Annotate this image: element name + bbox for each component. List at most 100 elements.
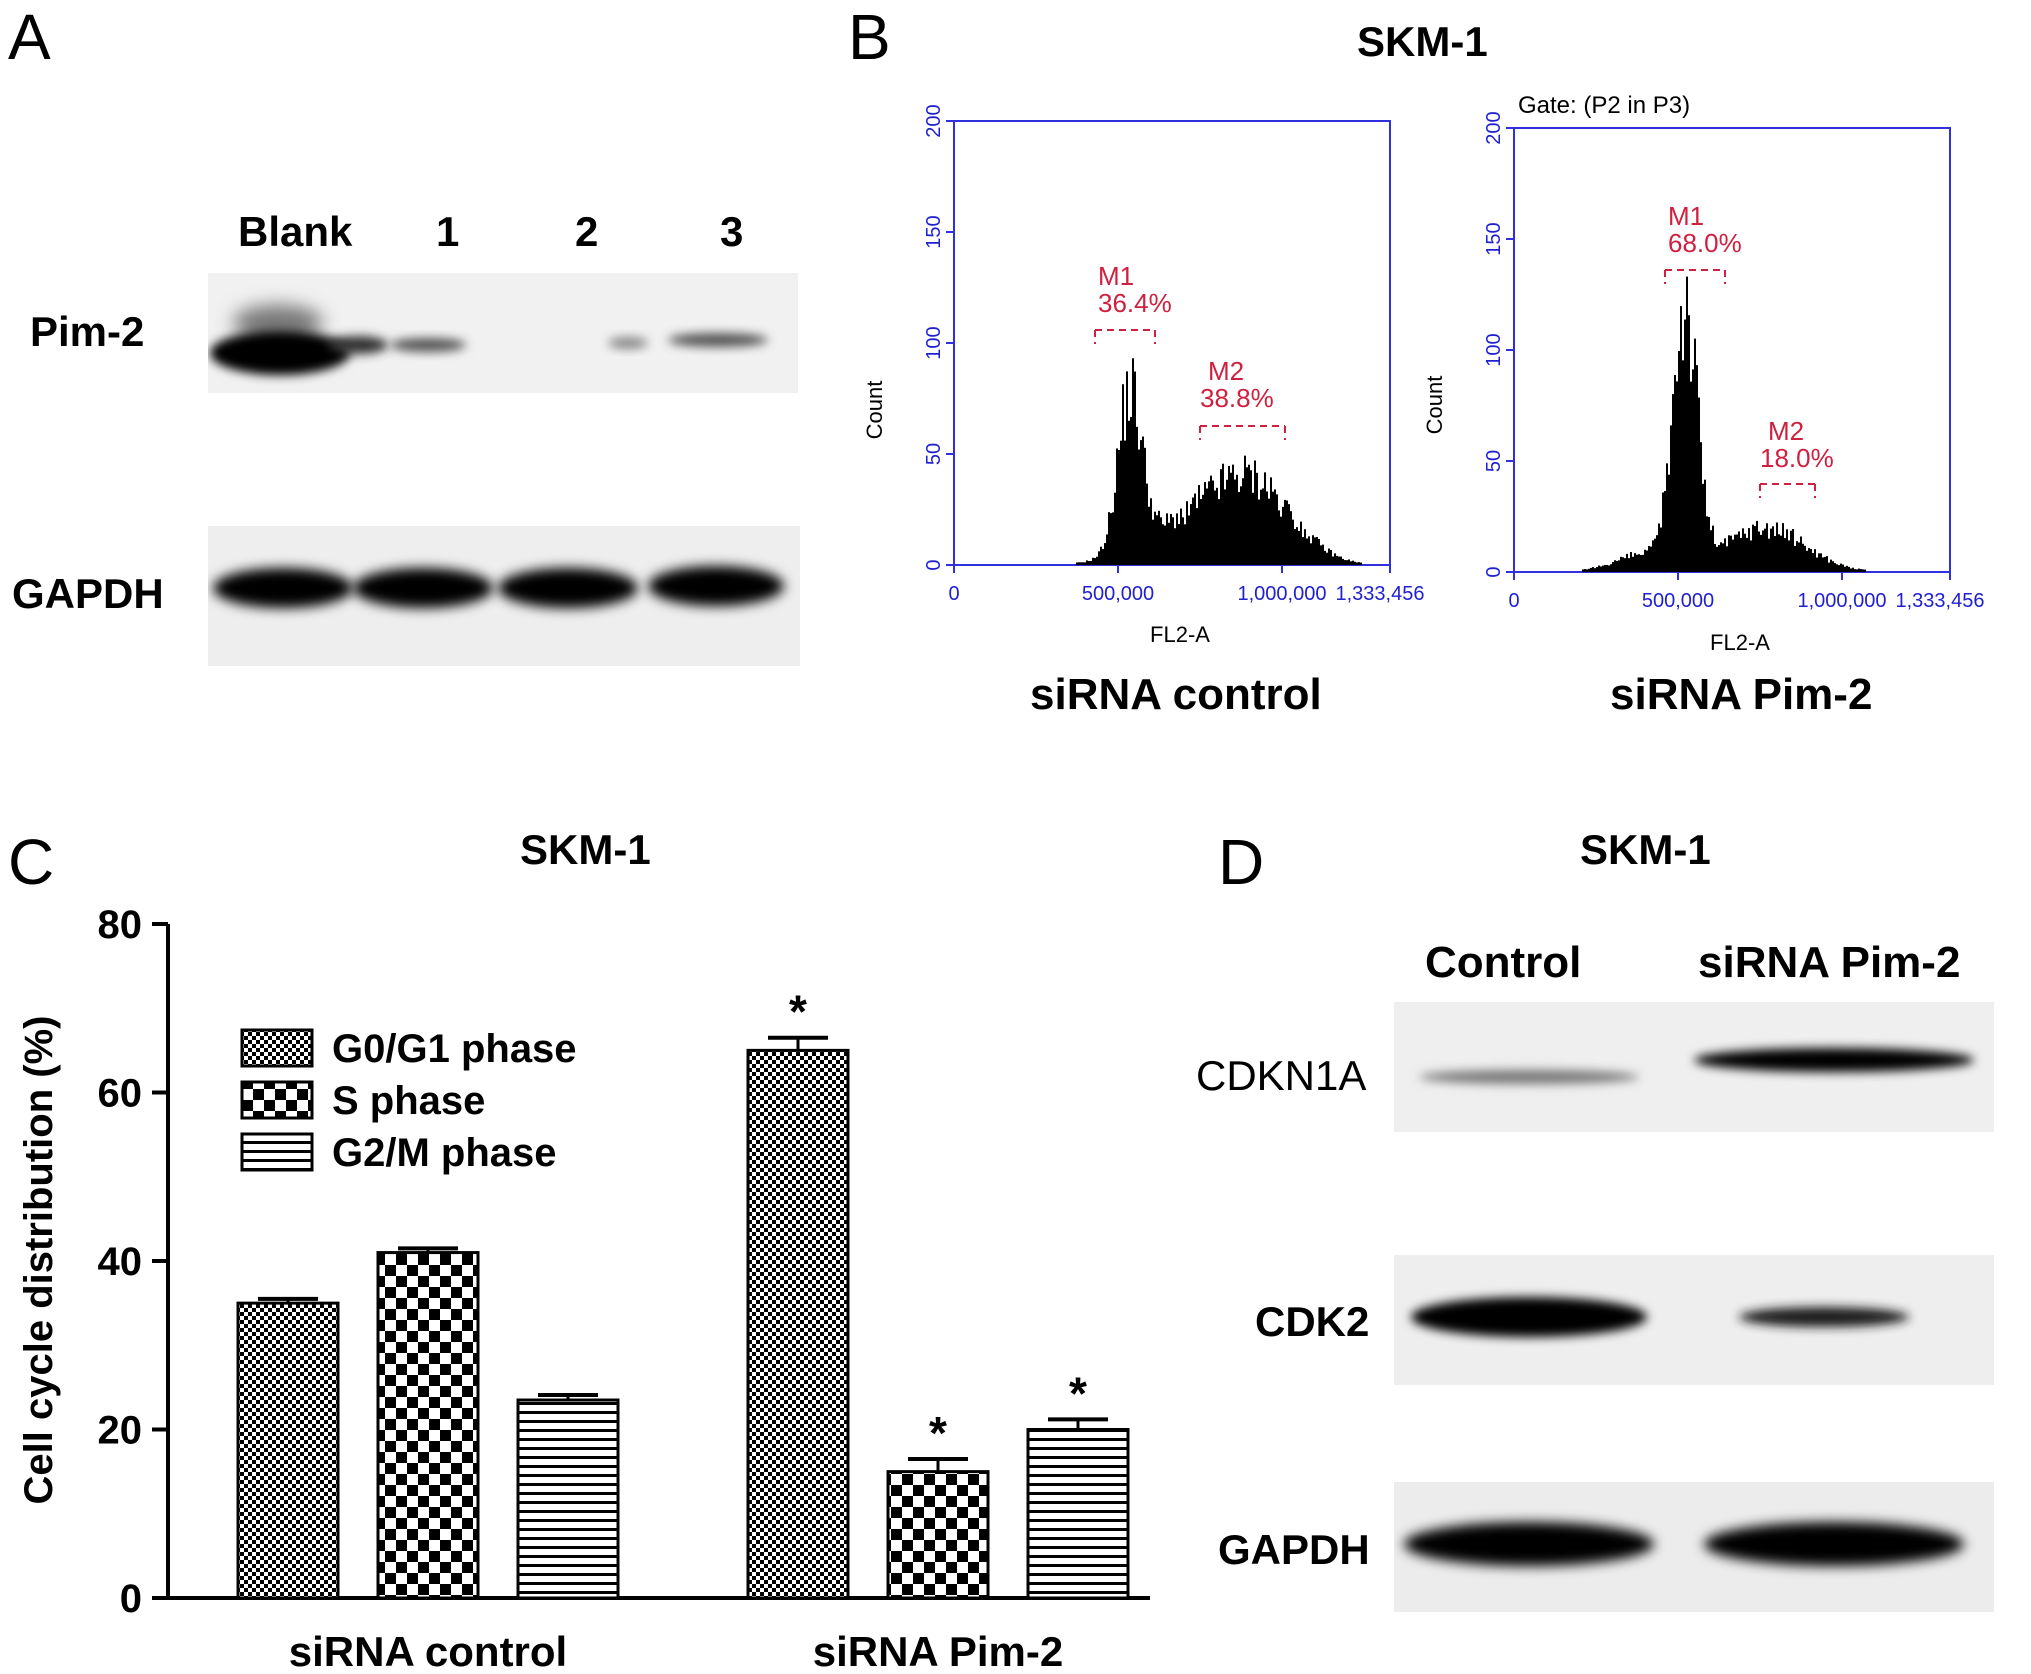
histogram-bin [1348,559,1350,565]
histogram-bin [1862,569,1864,572]
histogram-bin [1582,569,1584,572]
histogram-bin [1644,549,1646,572]
histogram-bin [1140,440,1142,565]
panel-d-row-gapdh: GAPDH [1218,1526,1370,1573]
histogram-bin [1274,489,1276,565]
panel-b-letter: B [848,1,891,73]
histogram-bin [1294,529,1296,565]
histogram-bin [1324,550,1326,565]
histogram-bin [1828,562,1830,572]
histogram-bin [1124,440,1126,565]
panel-a-lane-1: 1 [436,208,460,255]
histogram-bin [1240,486,1242,565]
bar-s-pim2 [886,1470,990,1600]
histogram-bin [1210,475,1212,565]
bar-s-control [376,1251,480,1600]
histogram-bin [1674,374,1676,572]
x-tick-label: 1,000,000 [1798,590,1887,612]
histogram-bin [1278,510,1280,565]
histogram-frame [1513,127,1951,573]
histogram-bin [1734,534,1736,572]
histogram-bin [1286,500,1288,565]
histogram-bin [1748,528,1750,572]
histogram-bin [1166,513,1168,565]
histogram-bin [1804,545,1806,572]
histogram-bin [1174,528,1176,565]
histogram-bin [1356,562,1358,565]
histogram-bin [1338,556,1340,565]
histogram-bin [1784,538,1786,572]
m1-marker [1094,329,1156,344]
histogram-bin [1670,425,1672,572]
histogram-bin [1588,568,1590,572]
histogram-bin [1330,549,1332,565]
histogram-bin [1316,536,1318,565]
histogram-bin [1144,447,1146,565]
histogram-bin [1740,537,1742,572]
m1-label: M1 [1098,261,1134,291]
m1-marker [1664,269,1726,284]
histogram-bin [1782,523,1784,572]
histogram-bin [1640,554,1642,572]
histogram-bin [1196,508,1198,565]
histogram-bin [1710,530,1712,572]
panel-a-row-gapdh: GAPDH [12,570,164,617]
histogram-bin [1768,538,1770,572]
histogram-bin [1190,504,1192,565]
histogram-bin [1318,539,1320,565]
y-tick-label: 150 [923,215,945,248]
histogram-bin [1284,499,1286,565]
histogram-left-caption: siRNA control [1030,670,1322,719]
histogram-bin [1856,569,1858,572]
histogram-bin [1186,501,1188,565]
histogram-bin [1658,523,1660,572]
histogram-bin [1664,491,1666,572]
histogram-bin [1742,528,1744,572]
histogram-bin [1156,515,1158,565]
histogram-bin [1352,560,1354,565]
histogram-bin [1662,492,1664,572]
histogram-bin [1818,553,1820,572]
y-axis-label: Count [862,381,887,440]
histogram-bin [1704,479,1706,572]
histogram-bin [1594,568,1596,572]
histogram-bin [1714,543,1716,572]
histogram-bin [1766,523,1768,572]
histogram-bin [1126,371,1128,565]
histogram-bin [1592,567,1594,572]
histogram-bin [1336,555,1338,565]
y-axis-label: Cell cycle distribution (%) [17,1016,61,1505]
y-tick-label: 200 [923,104,945,137]
histogram-bin [1328,548,1330,565]
histogram-bin [1722,543,1724,572]
histogram-bin [1738,531,1740,572]
y-tick-label: 100 [923,326,945,359]
histogram-bin [1752,524,1754,572]
histogram-bin [1108,512,1110,565]
histogram-bin [1306,538,1308,565]
histogram-bin [1266,491,1268,565]
histogram-bin [1106,534,1108,565]
y-tick-label: 0 [120,1577,142,1621]
histogram-bin [1700,442,1702,572]
panel-d-gapdh-blot [1394,1482,1994,1612]
histogram-bin [1820,553,1822,572]
histogram-bin [1112,512,1114,565]
histogram-bin [1314,537,1316,565]
histogram-bin [1164,525,1166,565]
histogram-bin [1132,358,1134,565]
histogram-bin [1808,548,1810,572]
histogram-bin [1346,560,1348,565]
y-tick-label: 50 [1483,450,1505,472]
histogram-bin [1628,558,1630,572]
histogram-bin [1198,485,1200,565]
histogram-bin [1638,554,1640,572]
histogram-bin [1836,564,1838,572]
histogram-bin [1678,351,1680,572]
histogram-bin [1296,527,1298,565]
histogram-bin [1142,436,1144,565]
histogram-bin [1092,557,1094,565]
histogram-bin [1170,513,1172,565]
x-tick-label: 1,333,456 [1896,590,1985,612]
histogram-bin [1180,508,1182,565]
